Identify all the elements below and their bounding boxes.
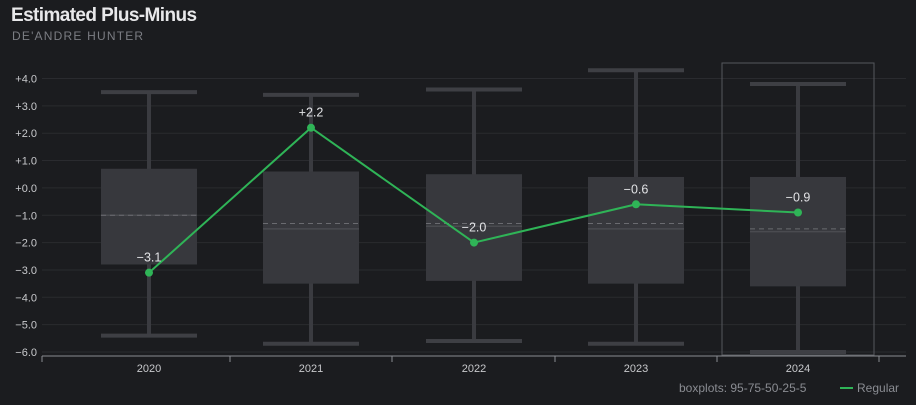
data-point xyxy=(632,200,640,209)
x-tick-label: 2023 xyxy=(624,363,648,375)
data-label: +2.2 xyxy=(299,106,324,120)
x-tick-label: 2021 xyxy=(299,363,323,375)
x-tick-label: 2024 xyxy=(786,363,810,375)
data-point xyxy=(145,268,153,277)
data-point xyxy=(794,208,802,217)
y-tick-label: +4.0 xyxy=(15,74,37,86)
chart-title: Estimated Plus-Minus xyxy=(11,5,197,26)
boxplot-2021 xyxy=(263,92,359,346)
x-tick-label: 2020 xyxy=(137,363,161,375)
y-tick-label: −1.0 xyxy=(15,210,37,222)
boxplot-2022 xyxy=(426,87,522,344)
data-point xyxy=(307,123,315,132)
data-label: −0.9 xyxy=(786,191,811,205)
boxplot-2020 xyxy=(101,90,197,338)
y-tick-label: −5.0 xyxy=(15,320,37,332)
boxplot-2024 xyxy=(750,81,846,354)
y-tick-label: −6.0 xyxy=(15,347,37,359)
boxplot-box xyxy=(101,168,197,265)
boxplot-box xyxy=(588,176,684,284)
chart-subtitle: DE'ANDRE HUNTER xyxy=(12,29,145,43)
y-tick-label: +0.0 xyxy=(15,183,37,195)
boxplot-2023 xyxy=(588,68,684,346)
data-point xyxy=(470,238,478,247)
data-label: −3.1 xyxy=(137,251,162,265)
y-tick-label: −4.0 xyxy=(15,292,37,304)
y-tick-label: +1.0 xyxy=(15,156,37,168)
y-tick-label: +2.0 xyxy=(15,128,37,140)
data-label: −2.0 xyxy=(462,221,487,235)
boxplot-box xyxy=(426,174,522,281)
y-tick-label: −3.0 xyxy=(15,265,37,277)
y-tick-label: −2.0 xyxy=(15,238,37,250)
boxplot-box xyxy=(263,171,359,284)
x-tick-label: 2022 xyxy=(462,363,486,375)
legend-series-label: Regular xyxy=(857,381,900,395)
y-tick-label: +3.0 xyxy=(15,101,37,113)
legend-boxplots-label: boxplots: 95-75-50-25-5 xyxy=(679,381,807,395)
data-label: −0.6 xyxy=(624,182,649,196)
